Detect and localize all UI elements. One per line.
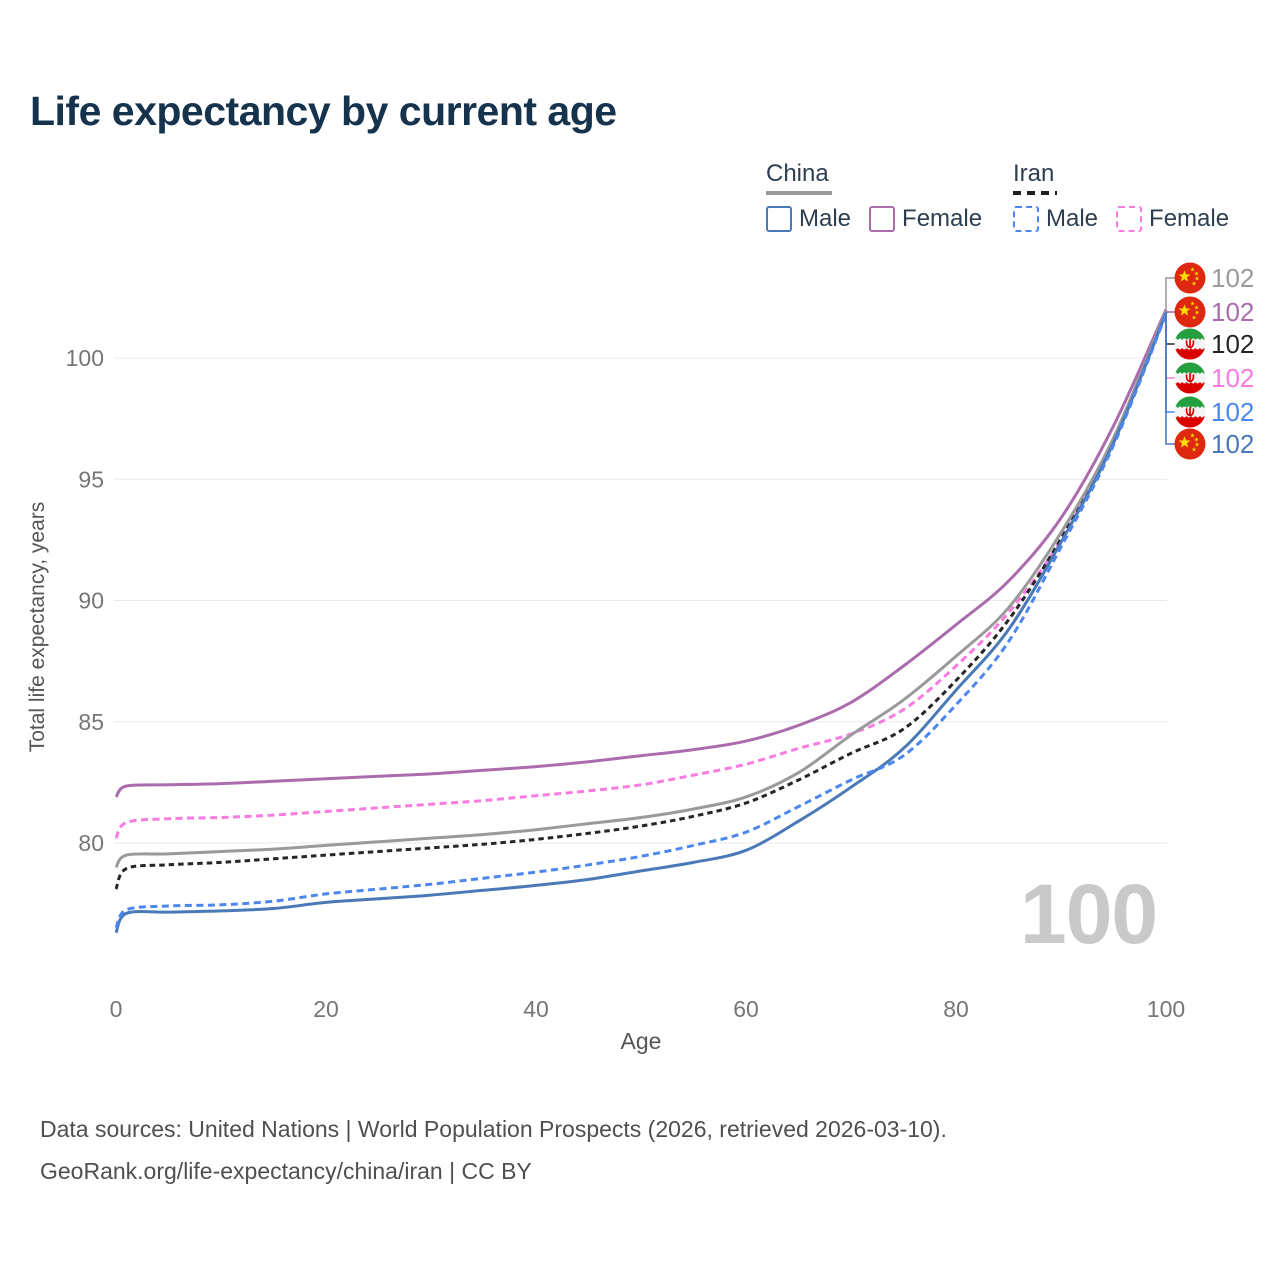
end-label-value-china-male: 102 [1211,429,1254,459]
legend-swatch-china-male [766,206,792,232]
china-flag-small-star [1194,310,1200,315]
legend-swatch-china-female [869,206,896,232]
series-line-iran-male [114,313,1168,929]
china-flag-icon-china-female [1174,296,1206,328]
legend-group-iran: Iran Male Female [1013,160,1247,233]
china-flag-small-star [1190,301,1195,306]
footer-attribution: GeoRank.org/life-expectancy/china/iran |… [40,1158,532,1184]
china-flag-small-star [1190,267,1195,272]
x-tick-label-20: 20 [313,996,339,1022]
watermark-age-indicator: 100 [1020,867,1158,961]
legend-underline-china [766,191,832,195]
china-flag-small-star [1190,433,1195,438]
series-line-iran-female [114,311,1168,839]
legend-underline-iran [1013,191,1057,195]
china-flag-icon-china-total [1174,262,1206,294]
legend-label-china-male: Male [799,205,852,232]
end-label-connector-china-total [1165,277,1175,312]
china-flag-small-star [1194,276,1200,281]
x-axis-title: Age [621,1028,662,1054]
iran-flag-icon-iran-male [1174,396,1206,428]
china-flag-small-star [1194,442,1200,447]
china-flag-big-star [1178,304,1191,316]
x-tick-label-40: 40 [523,996,549,1022]
legend-item-iran-female[interactable]: Female [1116,205,1229,233]
end-label-value-china-total: 102 [1211,263,1254,293]
footer: Data sources: United Nations | World Pop… [40,1108,947,1192]
x-tick-label-100: 100 [1147,996,1185,1022]
legend-label-iran-female: Female [1149,205,1230,232]
legend-swatch-iran-male [1013,206,1039,232]
y-axis-title: Total life expectancy, years [26,502,49,753]
iran-flag-icon-iran-female [1174,362,1206,394]
china-flag-small-star [1191,315,1197,320]
series-line-china-female [114,308,1168,798]
x-tick-label-80: 80 [943,996,969,1022]
end-label-connector-china-male [1165,312,1175,445]
china-flag-big-star [1178,436,1191,448]
end-label-connector-iran-total [1165,312,1175,345]
legend-group-china: China Male Female [766,160,1000,233]
x-tick-label-60: 60 [733,996,759,1022]
y-tick-label-95: 95 [78,466,104,492]
page-title: Life expectancy by current age [30,88,617,134]
y-tick-label-100: 100 [66,345,104,371]
end-label-value-iran-male: 102 [1211,397,1254,427]
x-tick-label-0: 0 [110,996,123,1022]
china-flag-small-star [1191,447,1197,452]
legend-item-iran-male[interactable]: Male [1013,205,1098,233]
y-tick-label-80: 80 [78,830,104,856]
legend-item-china-male[interactable]: Male [766,205,851,233]
china-flag-small-star [1194,271,1199,276]
end-label-value-china-female: 102 [1211,297,1254,327]
footer-data-sources: Data sources: United Nations | World Pop… [40,1116,947,1142]
end-label-connector-iran-female [1165,312,1175,379]
legend-label-iran-male: Male [1046,205,1099,232]
china-flag-icon-china-male [1174,428,1206,460]
china-flag-big-star [1178,270,1191,282]
china-flag-small-star [1191,281,1197,286]
iran-flag-icon-iran-total [1174,328,1206,360]
legend-label-china-female: Female [902,205,983,232]
end-label-value-iran-total: 102 [1211,329,1254,359]
legend-swatch-iran-female [1116,206,1143,232]
legend-group-title-iran: Iran [1013,160,1055,187]
end-label-value-iran-female: 102 [1211,363,1254,393]
legend-item-china-female[interactable]: Female [869,205,982,233]
end-label-connector-iran-male [1165,312,1175,413]
legend-group-title-china: China [766,160,829,187]
series-line-china-male [114,312,1168,934]
china-flag-small-star [1194,305,1199,310]
y-tick-label-90: 90 [78,588,104,614]
series-line-iran-total [114,311,1168,890]
china-flag-small-star [1194,437,1199,442]
y-tick-label-85: 85 [78,709,104,735]
series-line-china-total [114,310,1168,869]
